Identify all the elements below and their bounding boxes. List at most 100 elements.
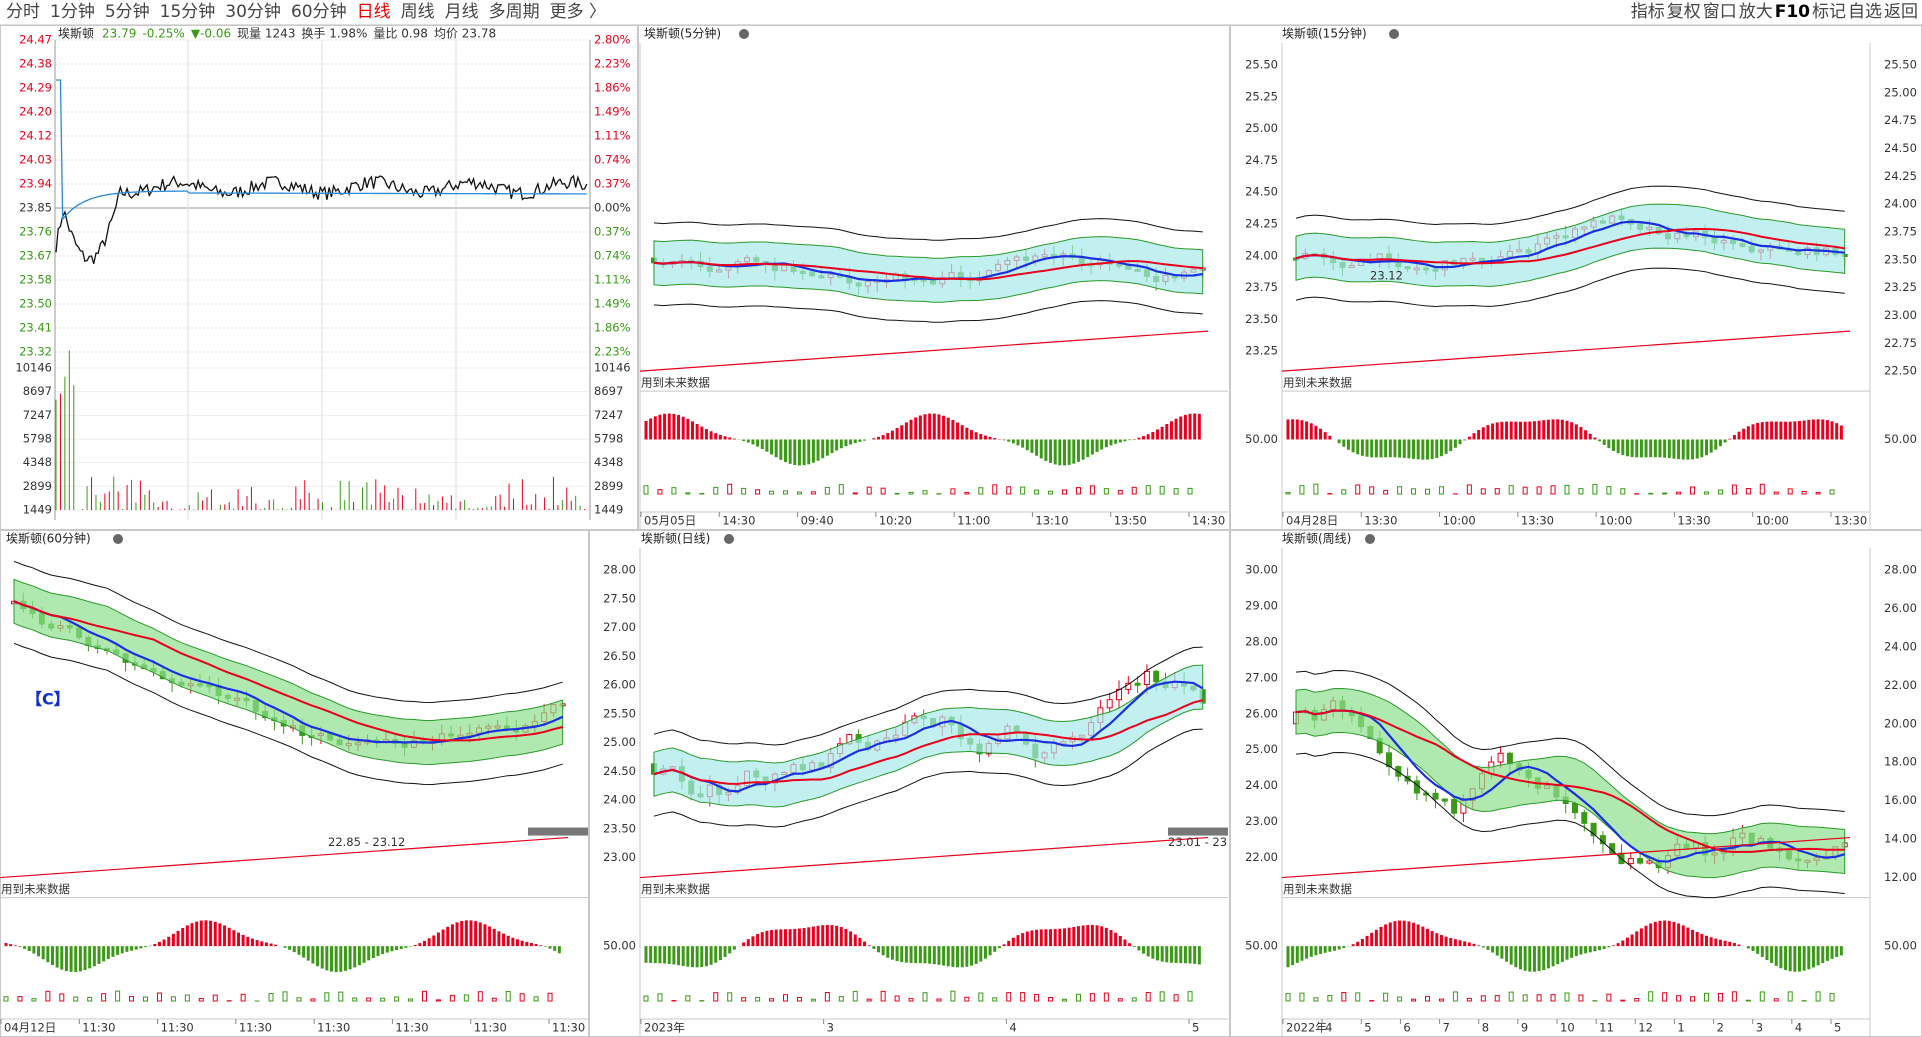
bollinger-lower <box>653 300 1203 323</box>
indicator-bar <box>1173 994 1179 1002</box>
period-tab[interactable]: 1分钟 <box>50 2 95 22</box>
price-tick: 28.00 <box>1884 563 1917 577</box>
tool-button[interactable]: 标记 <box>1812 2 1846 22</box>
indicator-bar <box>1592 484 1598 495</box>
title-menu <box>113 534 123 544</box>
percent-tick: 2.23% <box>594 345 631 359</box>
period-tab[interactable]: 30分钟 <box>225 2 281 22</box>
indicator-bar <box>713 992 719 1002</box>
candle-body <box>1506 752 1513 765</box>
indicator-bar <box>505 991 511 1002</box>
tool-button[interactable]: 返回 <box>1884 2 1918 22</box>
price-tick: 23.50 <box>19 297 52 311</box>
indicator-bar <box>685 492 691 495</box>
panel-title: 埃斯顿(5分钟) <box>644 26 721 41</box>
x-label: 10:00 <box>1756 514 1789 528</box>
candle-body <box>1441 798 1448 802</box>
indicator-bar <box>59 993 65 1002</box>
ma-band <box>653 664 1204 808</box>
indicator-bar <box>1480 488 1486 495</box>
indicator-bar <box>143 996 148 1002</box>
indicator-tick: 50.00 <box>1884 432 1917 446</box>
price-tick: 25.00 <box>603 735 636 749</box>
indicator-bar <box>1564 992 1570 1002</box>
period-tab[interactable]: 15分钟 <box>160 2 216 22</box>
price-tick: 24.25 <box>1245 216 1278 230</box>
price-tick: 22.00 <box>1884 678 1917 692</box>
percent-tick: 0.37% <box>594 177 631 191</box>
indicator-bar <box>880 990 886 1002</box>
indicator-bar <box>1159 991 1165 1002</box>
candle-body <box>1590 822 1597 837</box>
x-label: 8 <box>1482 1021 1489 1035</box>
candle-body <box>1143 670 1150 685</box>
price-tick: 18.00 <box>1884 755 1917 769</box>
volume-tick: 2899 <box>23 479 52 493</box>
ma-band <box>1295 688 1846 879</box>
indicator-bar <box>978 487 984 495</box>
indicator-bar <box>1648 492 1654 495</box>
indicator-bar <box>992 997 998 1002</box>
range-label: 23.12 <box>1370 269 1403 283</box>
period-tab[interactable]: 多周期 <box>489 2 540 22</box>
x-label: 13:30 <box>1677 514 1710 528</box>
tool-button[interactable]: F10 <box>1775 2 1810 22</box>
x-label: 6 <box>1403 1021 1410 1035</box>
indicator-bar <box>1299 485 1305 495</box>
price-tick: 23.25 <box>1245 344 1278 358</box>
x-label: 09:40 <box>801 514 834 528</box>
volume-tick: 1449 <box>23 503 52 517</box>
price-tick: 22.00 <box>1245 850 1278 864</box>
indicator-bar <box>1773 998 1779 1002</box>
tool-button[interactable]: 指标 <box>1631 2 1665 22</box>
period-tab[interactable]: 5分钟 <box>105 2 150 22</box>
price-tick: 23.85 <box>19 201 52 215</box>
price-tick: 28.00 <box>1245 634 1278 648</box>
quote-info: 量比 0.98 <box>373 27 428 41</box>
indicator-bar <box>1634 997 1640 1002</box>
price-tick: 26.50 <box>603 649 636 663</box>
period-tab[interactable]: 月线 <box>445 2 479 22</box>
indicator-bar <box>1355 992 1361 1002</box>
indicator-bar <box>1020 992 1026 1002</box>
indicator-bar <box>1411 998 1417 1002</box>
price-line <box>55 174 588 264</box>
price-tick: 26.00 <box>603 678 636 692</box>
indicator-bar <box>1145 992 1151 1002</box>
indicator-bar <box>408 998 414 1002</box>
indicator-bar <box>491 997 497 1002</box>
period-tab[interactable]: 分时 <box>6 2 40 22</box>
tool-button[interactable]: 放大 <box>1739 2 1773 22</box>
tool-button[interactable]: 复权 <box>1667 2 1701 22</box>
price-tick: 16.00 <box>1884 793 1917 807</box>
tool-button[interactable]: 自选 <box>1848 2 1882 22</box>
future-data-note: 用到未来数据 <box>641 376 710 390</box>
period-tab[interactable]: 更多 〉 <box>550 2 606 22</box>
ma-line <box>1295 709 1846 863</box>
future-data-note: 用到未来数据 <box>1283 376 1352 390</box>
indicator-bar <box>1690 486 1696 495</box>
indicator-tick: 50.00 <box>1245 432 1278 446</box>
period-tab[interactable]: 日线 <box>357 2 391 22</box>
x-label: 11:30 <box>317 1021 350 1035</box>
indicator-bar <box>1131 486 1137 495</box>
indicator-bar <box>394 996 400 1002</box>
ma-line <box>653 255 1203 283</box>
tool-button[interactable]: 窗口 <box>1703 2 1737 22</box>
indicator-bar <box>1717 489 1723 495</box>
indicator-bar <box>1815 991 1821 1002</box>
indicator-bar <box>1494 488 1500 495</box>
indicator-bar <box>1662 492 1668 495</box>
bollinger-upper <box>1295 185 1845 226</box>
period-tab[interactable]: 周线 <box>401 2 435 22</box>
quote-info: 现量 1243 <box>237 27 295 41</box>
candle-body <box>1451 798 1458 814</box>
bollinger-lower <box>1295 752 1845 899</box>
x-label: 10:00 <box>1443 514 1476 528</box>
indicator-bar <box>1494 995 1500 1002</box>
period-tab[interactable]: 60分钟 <box>291 2 347 22</box>
indicator-bar <box>156 992 162 1002</box>
x-label: 14:30 <box>722 514 755 528</box>
indicator-bar <box>866 486 872 495</box>
indicator-bar <box>922 992 928 1002</box>
